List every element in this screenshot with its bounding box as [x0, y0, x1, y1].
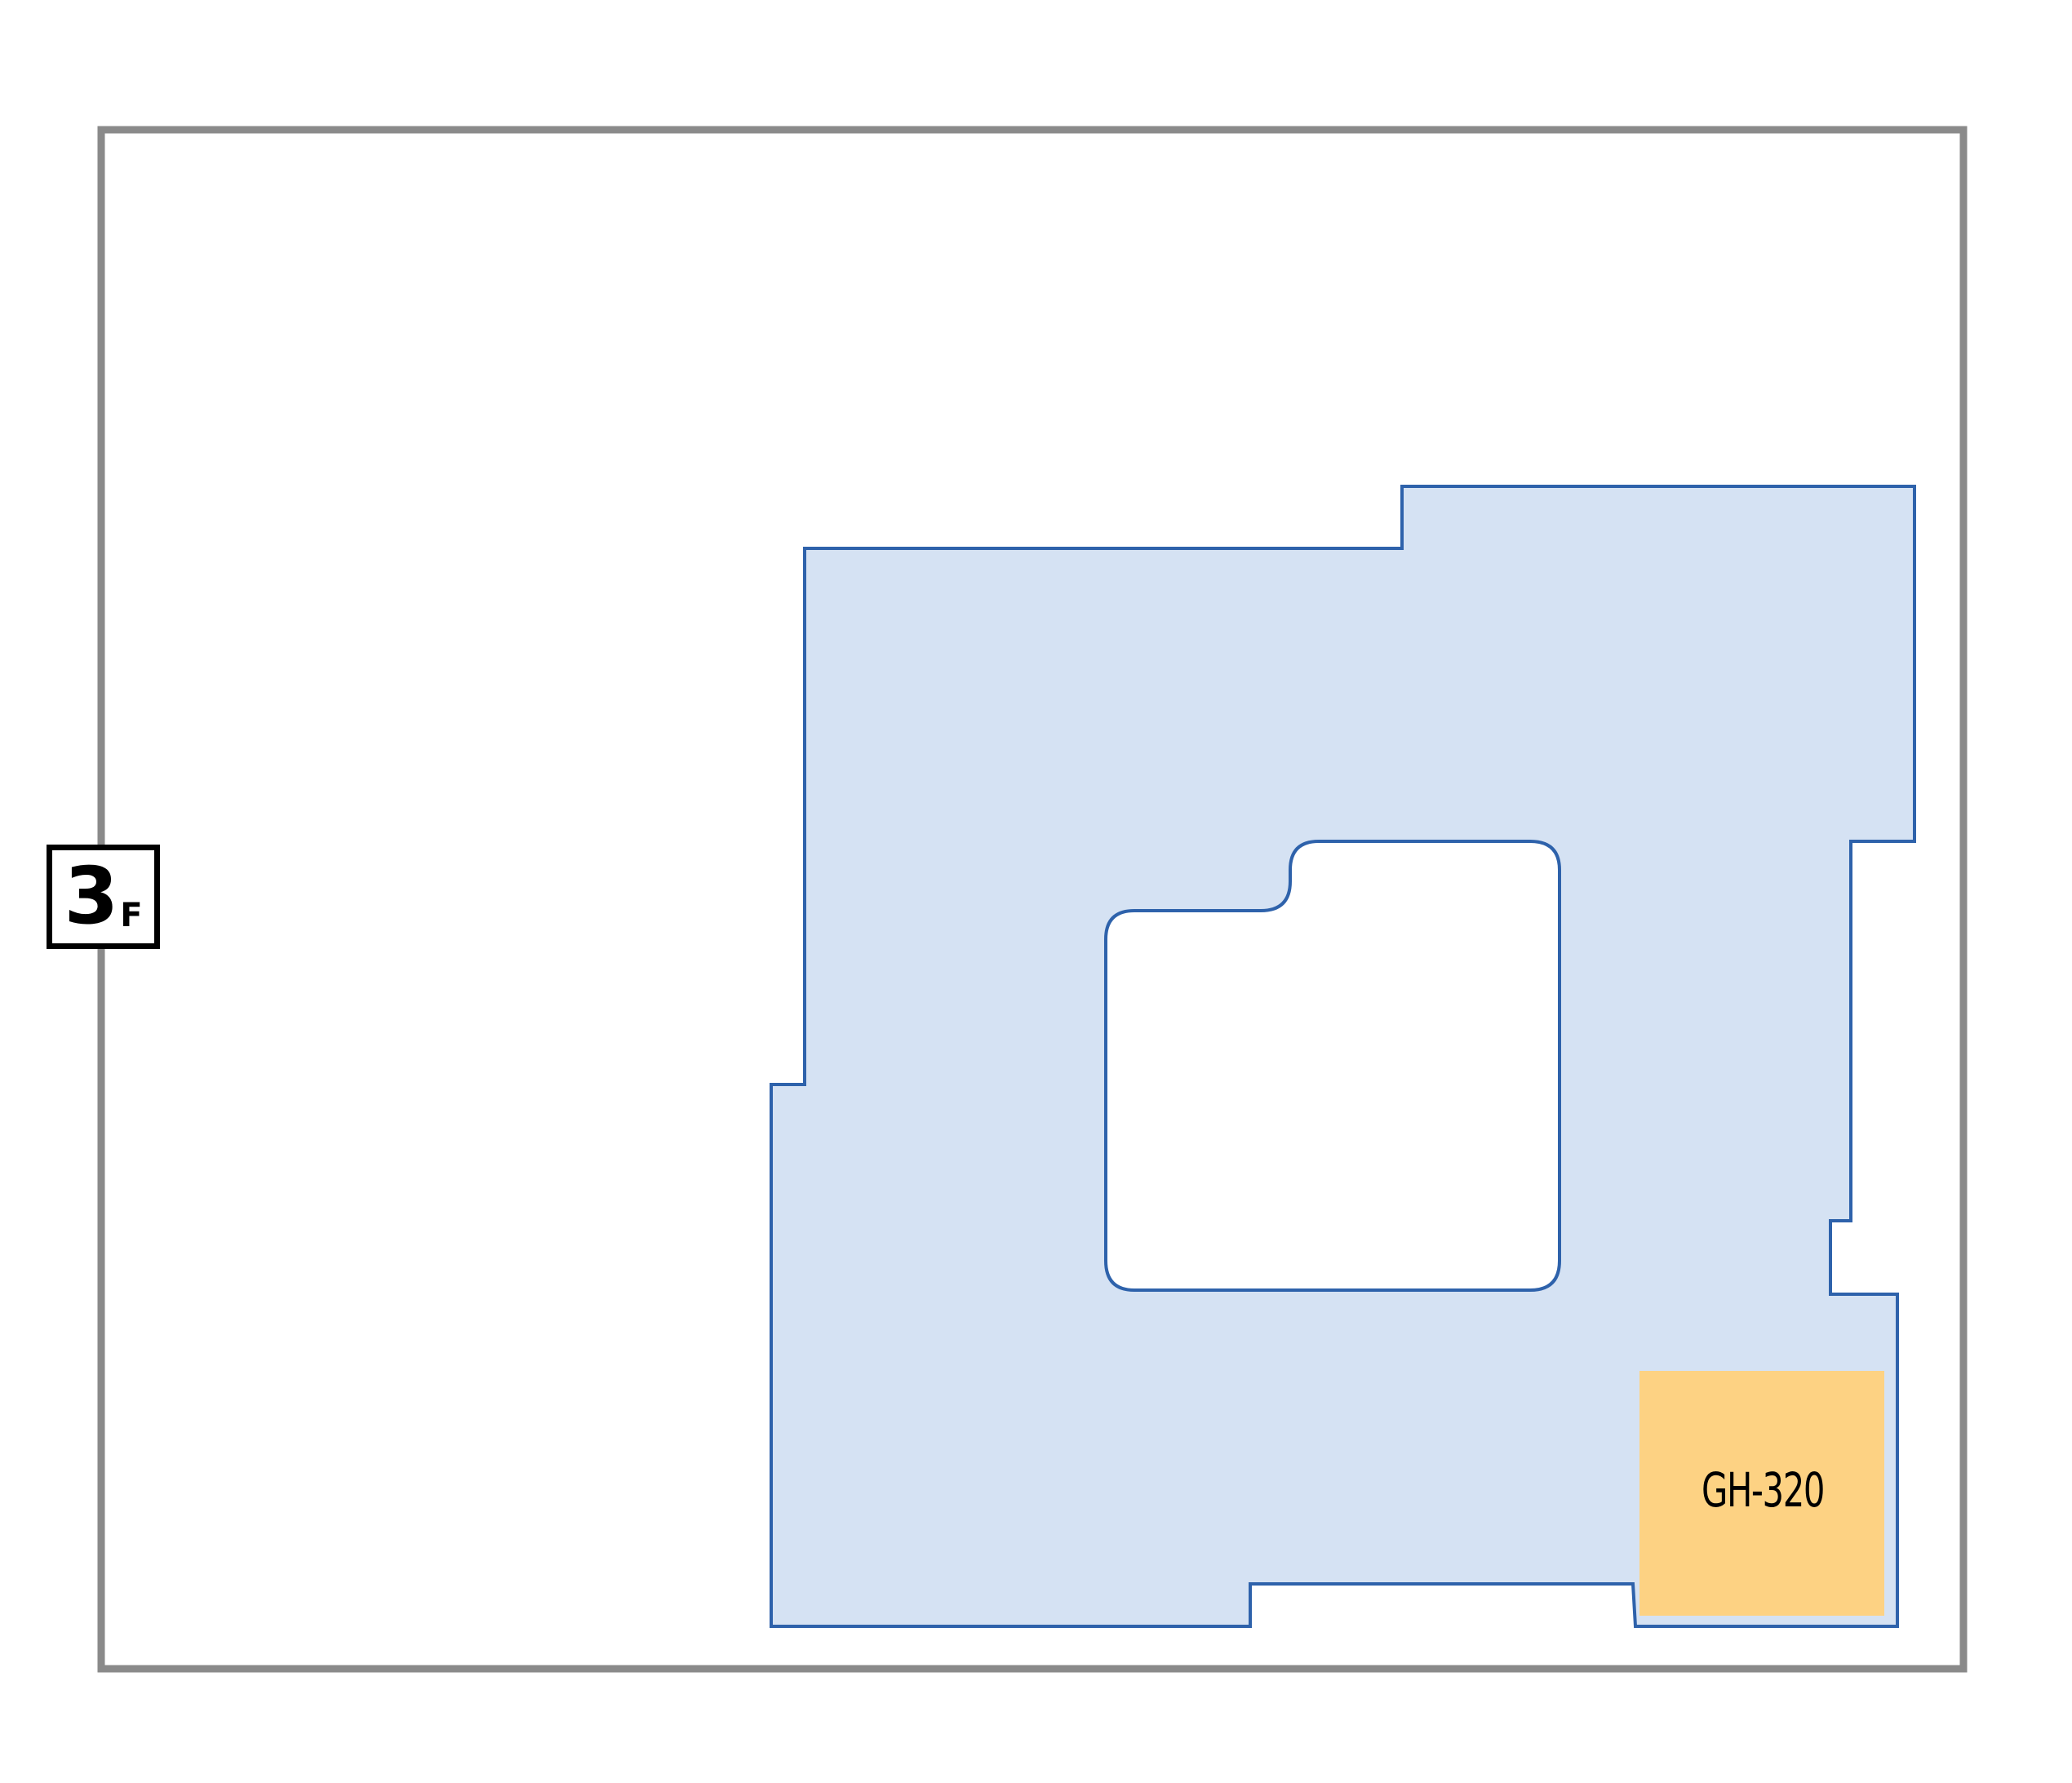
- central-courtyard: [1104, 840, 1561, 1292]
- floor-number: 3: [64, 850, 119, 942]
- floor-indicator-badge: 3 F: [47, 845, 160, 949]
- room-gh-320[interactable]: GH-320: [1639, 1371, 1884, 1616]
- room-gh-320-area[interactable]: [1639, 1371, 1884, 1616]
- room-gh-320-label: GH-320: [1702, 1462, 1824, 1518]
- floor-suffix: F: [120, 897, 143, 934]
